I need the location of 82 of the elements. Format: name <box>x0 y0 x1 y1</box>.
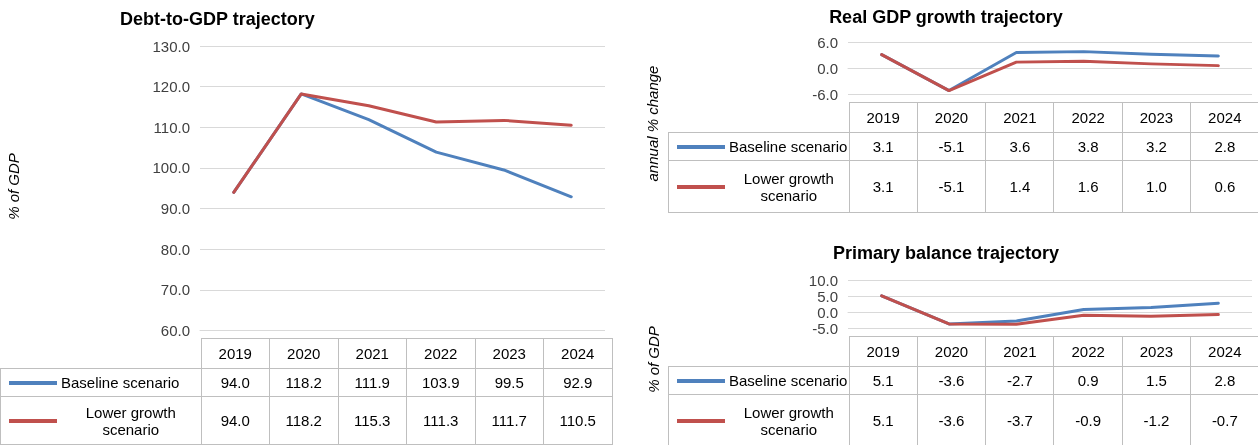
data-label: 1.6 <box>1053 160 1123 213</box>
x-tick-label: 2020 <box>917 336 986 367</box>
y-axis-title: annual % change <box>644 65 662 181</box>
x-tick-label: 2021 <box>338 338 407 369</box>
x-tick-label: 2020 <box>917 102 986 133</box>
data-label: 1.5 <box>1122 366 1191 395</box>
y-tick-label: 0.0 <box>817 303 838 321</box>
y-tick-label: 5.0 <box>817 287 838 305</box>
legend-label: Baseline scenario <box>61 374 180 391</box>
data-label: -3.6 <box>917 394 986 445</box>
data-label: -3.6 <box>917 366 986 395</box>
legend-label: Baseline scenario <box>729 138 848 155</box>
x-tick-label: 2022 <box>1053 336 1123 367</box>
data-label: 111.3 <box>406 396 475 445</box>
data-label: -2.7 <box>985 366 1054 395</box>
data-label: 3.1 <box>849 160 918 213</box>
y-tick-label: -5.0 <box>812 320 838 337</box>
x-tick-label: 2023 <box>1122 102 1191 133</box>
y-tick-label: 6.0 <box>817 33 838 51</box>
y-tick-label: 70.0 <box>160 281 190 299</box>
x-tick-label: 2023 <box>475 338 544 369</box>
legend-label: Baseline scenario <box>729 372 848 389</box>
x-tick-label: 2019 <box>849 102 918 133</box>
line-series <box>880 294 1220 326</box>
data-label: 111.7 <box>475 396 544 445</box>
chart-title: Debt-to-GDP trajectory <box>119 8 316 31</box>
data-label: 2.8 <box>1190 132 1258 161</box>
data-label: 5.1 <box>849 366 918 395</box>
y-tick-label: 110.0 <box>153 118 190 136</box>
x-tick-label: 2024 <box>543 338 612 369</box>
data-label: 3.2 <box>1122 132 1191 161</box>
x-tick-label: 2020 <box>269 338 338 369</box>
chart-title: Real GDP growth trajectory <box>828 6 1064 29</box>
data-label: 99.5 <box>475 368 544 397</box>
y-tick-label: 80.0 <box>160 240 190 258</box>
x-tick-label: 2021 <box>985 102 1054 133</box>
y-tick-label: 90.0 <box>160 200 190 218</box>
data-label: 92.9 <box>543 368 612 397</box>
x-tick-label: 2022 <box>1053 102 1123 133</box>
y-tick-label: -6.0 <box>812 86 838 103</box>
data-label: 2.8 <box>1190 366 1258 395</box>
data-label: 94.0 <box>201 396 270 445</box>
data-label: 0.6 <box>1190 160 1258 213</box>
data-label: -0.7 <box>1190 394 1258 445</box>
data-label: 3.1 <box>849 132 918 161</box>
y-tick-label: 0.0 <box>817 59 838 77</box>
data-label: -3.7 <box>985 394 1054 445</box>
data-label: 115.3 <box>338 396 407 445</box>
chart-title: Primary balance trajectory <box>831 242 1061 265</box>
y-tick-label: 130.0 <box>152 37 190 55</box>
x-tick-label: 2024 <box>1190 336 1258 367</box>
legend-label: Lower growth scenario <box>84 403 177 438</box>
legend-label: Lower growth scenario <box>742 169 835 204</box>
data-label: 118.2 <box>269 368 338 397</box>
y-tick-label: 60.0 <box>160 322 190 339</box>
data-label: 110.5 <box>543 396 612 445</box>
y-tick-label: 120.0 <box>152 78 190 96</box>
data-label: 118.2 <box>269 396 338 445</box>
y-tick-label: 10.0 <box>808 271 838 289</box>
data-label: -0.9 <box>1053 394 1123 445</box>
data-label: 5.1 <box>849 394 918 445</box>
legend-label: Lower growth scenario <box>742 403 835 438</box>
x-tick-label: 2023 <box>1122 336 1191 367</box>
y-tick-label: 100.0 <box>152 159 190 177</box>
data-label: -1.2 <box>1122 394 1191 445</box>
x-tick-label: 2019 <box>849 336 918 367</box>
x-tick-label: 2024 <box>1190 102 1258 133</box>
data-label: 0.9 <box>1053 366 1123 395</box>
data-label: 103.9 <box>406 368 475 397</box>
data-label: 3.8 <box>1053 132 1123 161</box>
data-label: -5.1 <box>917 132 986 161</box>
data-label: 1.0 <box>1122 160 1191 213</box>
data-label: 111.9 <box>338 368 407 397</box>
x-tick-label: 2019 <box>201 338 270 369</box>
y-axis-title: % of GDP <box>4 152 22 220</box>
data-label: 94.0 <box>201 368 270 397</box>
data-label: -5.1 <box>917 160 986 213</box>
data-label: 3.6 <box>985 132 1054 161</box>
x-tick-label: 2022 <box>406 338 475 369</box>
y-axis-title: % of GDP <box>644 325 662 393</box>
data-label: 1.4 <box>985 160 1054 213</box>
x-tick-label: 2021 <box>985 336 1054 367</box>
